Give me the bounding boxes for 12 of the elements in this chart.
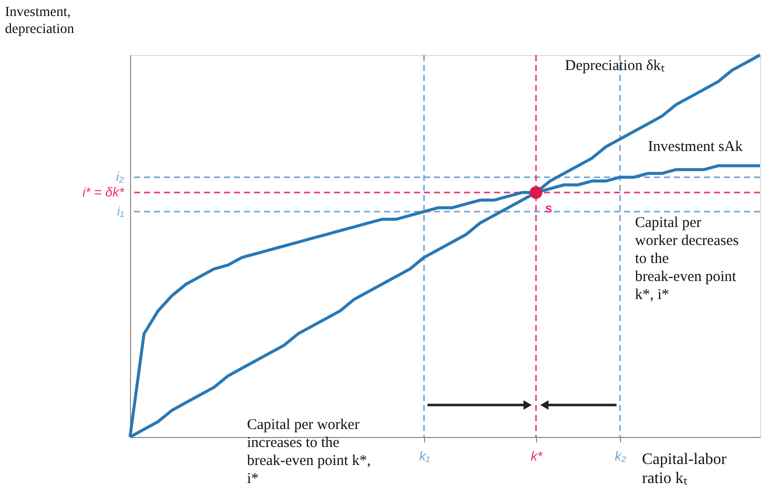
x-tick-label: k₂ xyxy=(614,448,626,464)
ref-line-label: i* = δk* xyxy=(82,184,125,200)
annotation: Capital per worker increases to the break-even point k*, i* xyxy=(247,417,371,487)
series-label: Investment sAk xyxy=(648,138,744,155)
x-axis-title: Capital-labor ratio kₜ xyxy=(642,451,728,487)
x-tick-label: k₁ xyxy=(419,448,430,464)
x-tick-label: k* xyxy=(530,448,544,464)
y-axis-title: Investment, depreciation xyxy=(5,5,74,37)
ref-line-label: i₁ xyxy=(117,204,124,219)
text: Depreciation δkₜ xyxy=(565,58,665,74)
ref-line-label: i₂ xyxy=(116,169,124,184)
annotation: Capital per worker decreases to the break-even point k*, i* xyxy=(635,215,739,303)
